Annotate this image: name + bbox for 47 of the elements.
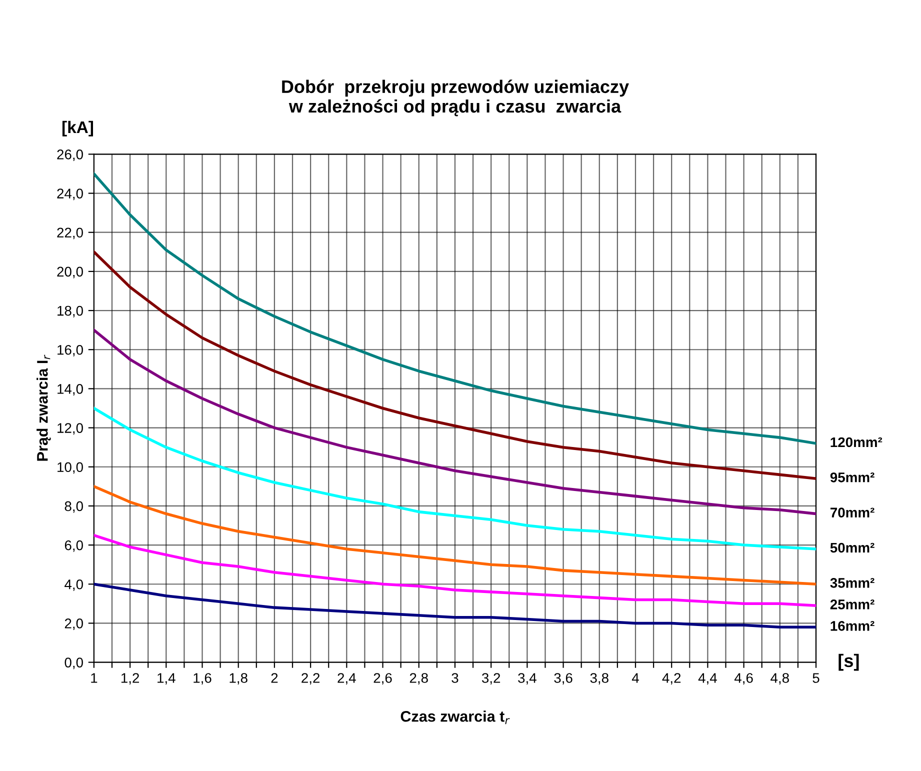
y-tick-label: 26,0	[57, 150, 83, 162]
series-label: 50mm²	[830, 542, 874, 553]
series-label: 25mm²	[830, 600, 874, 610]
x-tick-label: 1,2	[121, 673, 139, 685]
series-label: 16mm²	[830, 621, 874, 631]
y-tick-label: 22,0	[57, 228, 83, 240]
x-tick-label: 1,8	[230, 673, 248, 685]
x-tick-label: 2	[271, 673, 278, 683]
y-tick-label: 4,0	[64, 579, 83, 591]
x-tick-label: 1,6	[194, 673, 212, 685]
x-tick-label: 1	[91, 673, 98, 683]
text: [s]	[838, 654, 859, 671]
series-label: 95mm²	[830, 472, 874, 482]
x-tick-label: 2,2	[302, 673, 320, 685]
x-tick-label: 3,2	[482, 673, 500, 685]
x-tick-label: 1,4	[158, 673, 176, 685]
x-tick-label: 4	[632, 673, 639, 683]
y-tick-label: 10,0	[58, 462, 83, 474]
y-tick-label: 14,0	[58, 384, 83, 396]
x-tick-label: 4,4	[698, 673, 717, 685]
y-tick-label: 6,0	[64, 540, 83, 552]
y-tick-label: 24,0	[57, 188, 83, 200]
x-tick-label: 3,8	[590, 673, 608, 685]
series-label: 70mm²	[830, 508, 874, 518]
y-tick-label: 0,0	[64, 658, 83, 670]
y-axis-title: Prąd zwarcia I$_{r}$	[36, 354, 51, 461]
x-tick-label: 2,8	[410, 673, 428, 685]
x-tick-label: 4,2	[662, 673, 681, 685]
x-axis-title: Czas zwarcia t$_{r}$	[400, 710, 510, 724]
series-label: 120mm²	[830, 437, 882, 448]
series-label: 35mm²	[830, 578, 874, 588]
text: [kA]	[62, 120, 94, 136]
y-tick-label: 18,0	[58, 306, 83, 318]
chart-title: Dobór przekroju przewodów uziemiaczy w zależności od prądu i czasu zwarcia	[282, 80, 629, 116]
x-tick-label: 5	[812, 673, 820, 683]
y-tick-label: 2,0	[64, 618, 83, 630]
x-tick-label: 3	[452, 673, 458, 683]
y-tick-label: 20,0	[57, 266, 83, 278]
x-tick-label: 3,4	[518, 673, 536, 685]
x-tick-label: 2,6	[374, 673, 392, 685]
x-tick-label: 2,4	[338, 673, 356, 685]
x-tick-label: 4,6	[734, 673, 753, 685]
y-tick-label: 16,0	[58, 344, 83, 356]
x-tick-label: 3,6	[554, 673, 572, 685]
y-tick-label: 8,0	[64, 501, 83, 513]
x-tick-label: 4,8	[770, 673, 789, 685]
y-tick-label: 12,0	[58, 423, 83, 435]
